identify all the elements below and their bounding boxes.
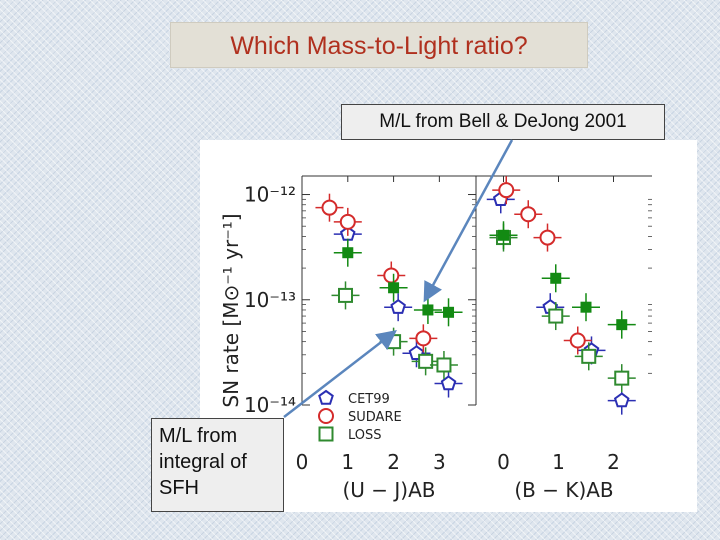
square-filled-marker — [342, 247, 354, 259]
data-point-cet99 — [434, 369, 463, 398]
x-tick-label: 0 — [497, 450, 510, 474]
data-point-loss — [331, 281, 360, 310]
data-point-cet99 — [384, 293, 413, 322]
square-open-marker — [318, 426, 334, 442]
data-point-sudare — [533, 223, 562, 252]
y-axis-label: SN rate [M⊙⁻¹ yr⁻¹] — [219, 213, 243, 407]
x-tick-label: 0 — [296, 450, 309, 474]
circle-marker — [520, 206, 537, 223]
data-point-sudare — [315, 193, 344, 222]
square-open-marker — [418, 353, 434, 369]
data-point-loss — [541, 264, 570, 293]
x-tick-label: 1 — [552, 450, 565, 474]
square-open-marker — [436, 357, 452, 373]
slide-title: Which Mass-to-Light ratio? — [170, 22, 588, 68]
data-point-loss — [379, 327, 408, 356]
pentagon-marker — [613, 392, 630, 408]
square-open-marker — [386, 334, 402, 350]
data-point-loss — [429, 350, 458, 379]
x-axis-label: (U − J)AB — [342, 478, 435, 502]
x-axis-label: (B − K)AB — [514, 478, 613, 502]
square-filled-marker — [422, 304, 434, 316]
circle-marker — [321, 199, 338, 216]
x-tick-label: 2 — [387, 450, 400, 474]
data-point-loss — [607, 364, 636, 393]
x-tick-label: 2 — [607, 450, 620, 474]
legend-label-loss: LOSS — [348, 428, 382, 443]
data-point-sudare — [409, 324, 438, 353]
square-filled-marker — [388, 282, 400, 294]
square-filled-marker — [443, 306, 455, 318]
circle-marker — [569, 332, 586, 349]
y-tick-label: 10⁻¹⁴ — [244, 393, 296, 417]
pentagon-marker — [390, 298, 406, 314]
square-open-marker — [581, 348, 597, 364]
data-point-loss — [574, 342, 603, 371]
y-tick-label: 10⁻¹² — [244, 183, 296, 207]
x-tick-label: 1 — [341, 450, 354, 474]
circle-marker — [539, 229, 556, 246]
pentagon-marker — [440, 375, 457, 391]
annotation-bell-dejong: M/L from Bell & DeJong 2001 — [341, 104, 665, 140]
data-point-loss — [411, 347, 440, 376]
data-point-loss — [434, 298, 463, 327]
legend-label-cet99: CET99 — [348, 392, 390, 407]
annotation-sfh-line-2: integral of — [159, 451, 247, 473]
square-open-marker — [548, 308, 564, 324]
data-point-sudare — [514, 200, 543, 229]
data-point-loss — [572, 293, 600, 322]
data-point-sudare — [563, 326, 592, 355]
data-point-loss — [379, 273, 408, 302]
annotation-sfh-line-1: M/L from — [159, 425, 238, 447]
circle-marker — [318, 408, 334, 424]
square-filled-marker — [550, 272, 562, 284]
y-tick-label: 10⁻¹³ — [244, 288, 296, 312]
circle-marker — [498, 182, 515, 199]
square-filled-marker — [498, 229, 509, 241]
legend-label-sudare: SUDARE — [348, 410, 402, 425]
data-point-sudare — [333, 207, 362, 236]
data-point-loss — [607, 310, 636, 339]
data-point-loss — [541, 302, 570, 331]
circle-marker — [339, 213, 356, 230]
legend: CET99 SUDARE LOSS — [318, 389, 402, 443]
data-point-loss — [333, 238, 362, 267]
square-filled-marker — [616, 319, 628, 331]
square-filled-marker — [580, 301, 592, 313]
circle-marker — [415, 330, 432, 347]
annotation-sfh-line-3: SFH — [159, 477, 199, 499]
square-open-marker — [338, 287, 353, 303]
data-point-loss — [489, 221, 518, 250]
annotation-sfh: M/L from integral of SFH — [151, 418, 284, 512]
x-tick-label: 3 — [433, 450, 446, 474]
circle-marker — [383, 267, 400, 284]
data-point-loss — [413, 295, 442, 324]
square-open-marker — [614, 370, 630, 386]
pentagon-marker — [318, 389, 334, 405]
